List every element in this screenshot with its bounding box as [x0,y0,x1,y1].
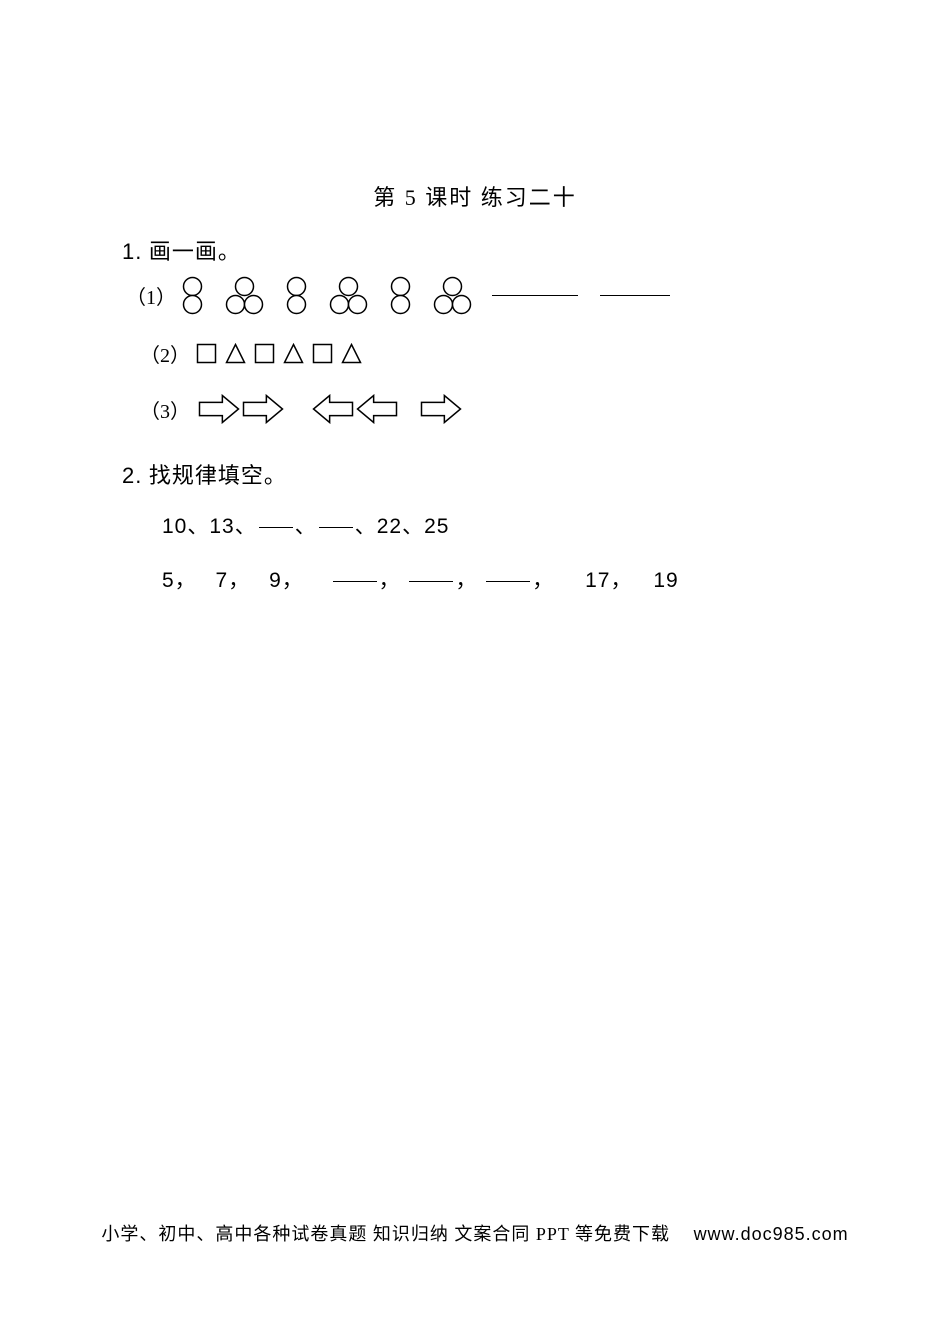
page-title: 第 5 课时 练习二十 [0,180,950,212]
shape-group [286,276,307,315]
shape-group [390,276,411,315]
shape-group [433,276,472,315]
square-icon [254,343,275,364]
shape-group [312,343,333,364]
square-icon [312,343,333,364]
shape-group [225,276,264,315]
q2-number: 2. [122,463,142,488]
seq2-a: 5， [162,569,197,592]
blank-line [600,295,670,296]
square-icon [196,343,217,364]
q1-row3: （3） [140,394,842,424]
shape-group [254,343,275,364]
arrow-right-icon [198,394,240,424]
circle-triple-icon [225,276,264,315]
seq2-comma2: ， [455,569,477,592]
blank-line [333,581,377,582]
q1-row1-label: （1） [126,281,176,310]
triangle-icon [225,343,246,364]
q1-row3-shapes [196,394,462,424]
q1-row1-shapes [182,276,472,315]
shape-group [283,343,304,364]
q1-row2-shapes [196,343,362,364]
circle-pair-icon [390,276,411,315]
blank-line [319,527,353,528]
seq2-b: 7， [216,569,251,592]
q1-text: 画一画。 [149,239,241,264]
shape-group [182,276,203,315]
arrow-right-icon [242,394,284,424]
page-footer: 小学、初中、高中各种试卷真题 知识归纳 文案合同 PPT 等免费下载 www.d… [0,1220,950,1246]
shape-group [225,343,246,364]
q1-row2: （2） [140,339,842,368]
arrow-left-icon [312,394,354,424]
seq2-c: 9， [269,569,304,592]
blank-line [486,581,530,582]
circle-triple-icon [329,276,368,315]
q2-heading: 2. 找规律填空。 [122,458,842,490]
circle-triple-icon [433,276,472,315]
shape-group [242,394,284,424]
shape-group [198,394,240,424]
seq1-prefix: 10、13、 [162,515,257,538]
q2-text: 找规律填空。 [149,463,287,488]
q1-row1: （1） [126,276,842,315]
blank-line [259,527,293,528]
blank-line [492,295,578,296]
seq2-comma3: ， [532,569,554,592]
seq1-suffix: 、22、25 [355,515,450,538]
shape-group [312,394,354,424]
triangle-icon [283,343,304,364]
footer-text: 小学、初中、高中各种试卷真题 知识归纳 文案合同 PPT 等免费下载 [101,1224,670,1244]
triangle-icon [341,343,362,364]
arrow-right-icon [420,394,462,424]
seq2-comma1: ， [379,569,401,592]
q1-number: 1. [122,239,142,264]
shape-group [329,276,368,315]
q1-row2-label: （2） [140,339,190,368]
shape-group [420,394,462,424]
shape-group [196,343,217,364]
seq2-d: 17， [585,569,632,592]
seq2-e: 19 [653,569,678,592]
page: 第 5 课时 练习二十 1. 画一画。 （1） [0,0,950,1344]
shape-group [341,343,362,364]
q2-seq2: 5， 7， 9， ， ， ， 17， 19 [162,564,842,594]
seq1-mid: 、 [295,515,317,538]
q2-seq1: 10、13、 、 、22、25 [162,510,842,540]
q1-row3-label: （3） [140,395,190,424]
circle-pair-icon [182,276,203,315]
q1-heading: 1. 画一画。 [122,234,842,266]
footer-url: www.doc985.com [694,1224,849,1244]
blank-line [409,581,453,582]
content-area: 1. 画一画。 （1） [122,228,842,594]
shape-group [356,394,398,424]
circle-pair-icon [286,276,307,315]
arrow-left-icon [356,394,398,424]
